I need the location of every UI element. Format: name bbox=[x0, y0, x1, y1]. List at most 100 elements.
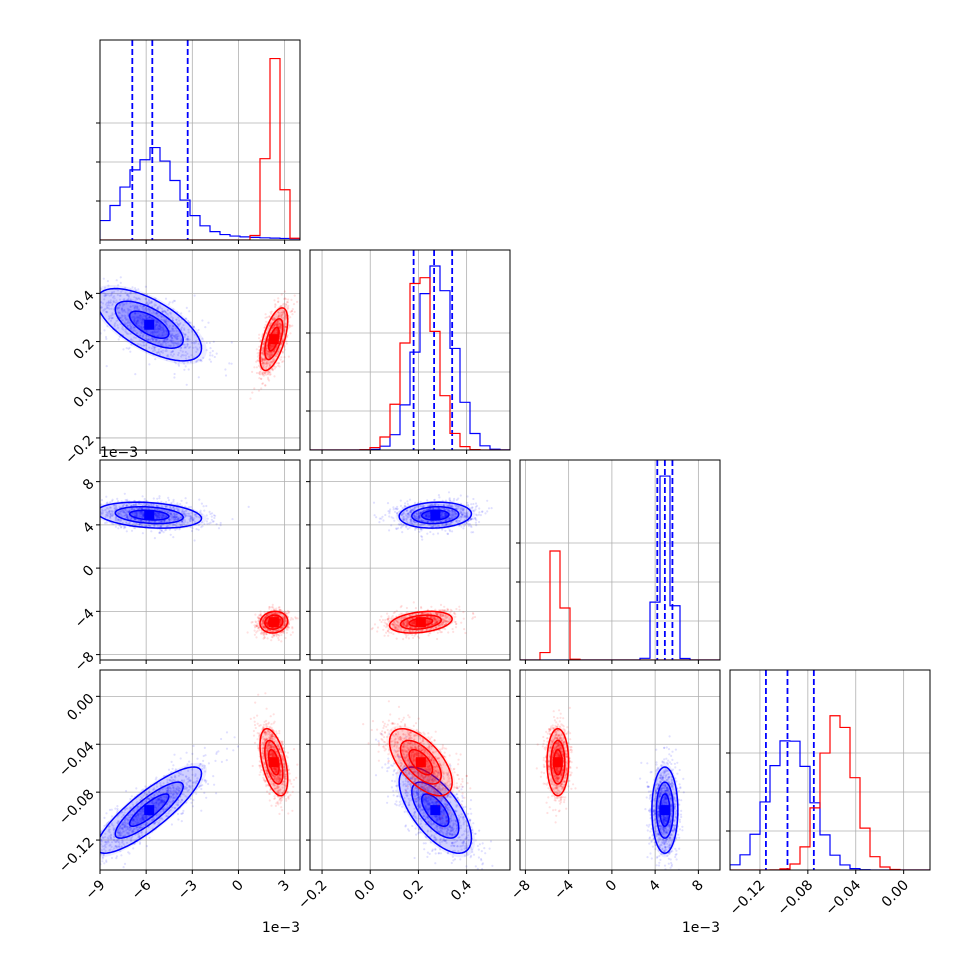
sample-point bbox=[176, 518, 179, 521]
sample-point bbox=[265, 360, 268, 363]
sample-point bbox=[176, 337, 179, 340]
sample-point bbox=[78, 278, 80, 280]
sample-point bbox=[160, 520, 163, 523]
sample-point bbox=[97, 501, 99, 503]
sample-point bbox=[285, 303, 288, 306]
sample-point bbox=[261, 382, 264, 385]
sample-point bbox=[274, 332, 277, 335]
sample-point bbox=[209, 351, 212, 354]
sample-point bbox=[296, 300, 299, 303]
sample-point bbox=[279, 324, 282, 327]
sample-point bbox=[122, 303, 125, 306]
sample-point bbox=[289, 316, 292, 319]
sample-point bbox=[157, 350, 160, 354]
sample-point bbox=[110, 291, 113, 294]
sample-point bbox=[84, 517, 86, 519]
sample-point bbox=[88, 280, 90, 282]
sample-point bbox=[278, 327, 282, 330]
sample-point bbox=[177, 316, 180, 319]
sample-point bbox=[135, 323, 138, 326]
sample-point bbox=[134, 312, 137, 316]
sample-point bbox=[154, 338, 157, 341]
sample-point bbox=[151, 317, 154, 320]
sample-point bbox=[163, 520, 166, 523]
sample-point bbox=[190, 330, 194, 333]
sample-point bbox=[153, 524, 156, 527]
sample-point bbox=[284, 325, 287, 328]
sample-point bbox=[146, 301, 149, 304]
sample-point bbox=[129, 518, 132, 521]
sample-point bbox=[131, 509, 134, 512]
sample-point bbox=[130, 529, 134, 532]
sample-point bbox=[170, 513, 173, 516]
sample-point bbox=[265, 347, 268, 350]
sample-point bbox=[253, 633, 256, 636]
sample-point bbox=[279, 323, 282, 326]
sample-point bbox=[122, 328, 125, 331]
sample-point bbox=[272, 319, 275, 322]
sample-point bbox=[276, 315, 279, 318]
sample-point bbox=[109, 513, 112, 516]
sample-point bbox=[119, 276, 122, 279]
sample-point bbox=[91, 326, 93, 328]
sample-point bbox=[134, 311, 137, 314]
sample-point bbox=[281, 311, 284, 314]
sample-point bbox=[282, 303, 285, 306]
sample-point bbox=[270, 346, 273, 349]
sample-point bbox=[130, 343, 133, 346]
sample-point bbox=[200, 513, 203, 516]
sample-point bbox=[390, 524, 393, 527]
sample-point bbox=[137, 318, 140, 321]
sample-point bbox=[291, 308, 294, 311]
sample-point bbox=[273, 349, 276, 352]
sample-point bbox=[270, 362, 273, 365]
sample-point bbox=[120, 302, 124, 305]
sample-point bbox=[126, 307, 129, 310]
sample-point bbox=[153, 337, 156, 340]
sample-point bbox=[132, 526, 135, 529]
sample-point bbox=[190, 341, 193, 344]
sample-point bbox=[124, 514, 127, 517]
sample-point bbox=[187, 368, 190, 371]
sample-point bbox=[266, 376, 270, 379]
sample-point bbox=[154, 513, 157, 516]
sample-point bbox=[149, 309, 152, 312]
sample-point bbox=[108, 315, 111, 318]
sample-point bbox=[136, 305, 139, 308]
sample-point bbox=[100, 306, 103, 309]
sample-point bbox=[184, 510, 187, 513]
sample-point bbox=[186, 335, 190, 338]
y-tick-label: −4 bbox=[72, 606, 98, 632]
sample-point bbox=[184, 365, 187, 368]
sample-point bbox=[193, 294, 196, 297]
sample-point bbox=[261, 346, 264, 349]
sample-point bbox=[280, 313, 284, 316]
sample-point bbox=[262, 352, 265, 355]
sample-point bbox=[210, 515, 213, 518]
sample-point bbox=[258, 377, 261, 380]
sample-point bbox=[178, 319, 181, 322]
sample-point bbox=[169, 335, 172, 338]
sample-point bbox=[278, 322, 281, 325]
sample-point bbox=[111, 296, 115, 299]
sample-point bbox=[256, 355, 259, 358]
sample-point bbox=[135, 323, 138, 326]
sample-point bbox=[127, 294, 130, 297]
sample-point bbox=[276, 331, 279, 335]
sample-point bbox=[161, 310, 164, 313]
sample-point bbox=[262, 358, 265, 361]
sample-point bbox=[261, 361, 264, 364]
sample-point bbox=[130, 325, 133, 329]
sample-point bbox=[277, 325, 280, 328]
sample-point bbox=[175, 513, 178, 516]
sample-point bbox=[144, 298, 148, 301]
sample-point bbox=[198, 498, 201, 501]
sample-point bbox=[378, 521, 381, 524]
sample-point bbox=[271, 317, 274, 321]
sample-point bbox=[139, 507, 143, 510]
sample-point bbox=[187, 346, 191, 349]
sample-point bbox=[125, 302, 128, 305]
sample-point bbox=[175, 318, 178, 321]
sample-point bbox=[121, 327, 124, 330]
